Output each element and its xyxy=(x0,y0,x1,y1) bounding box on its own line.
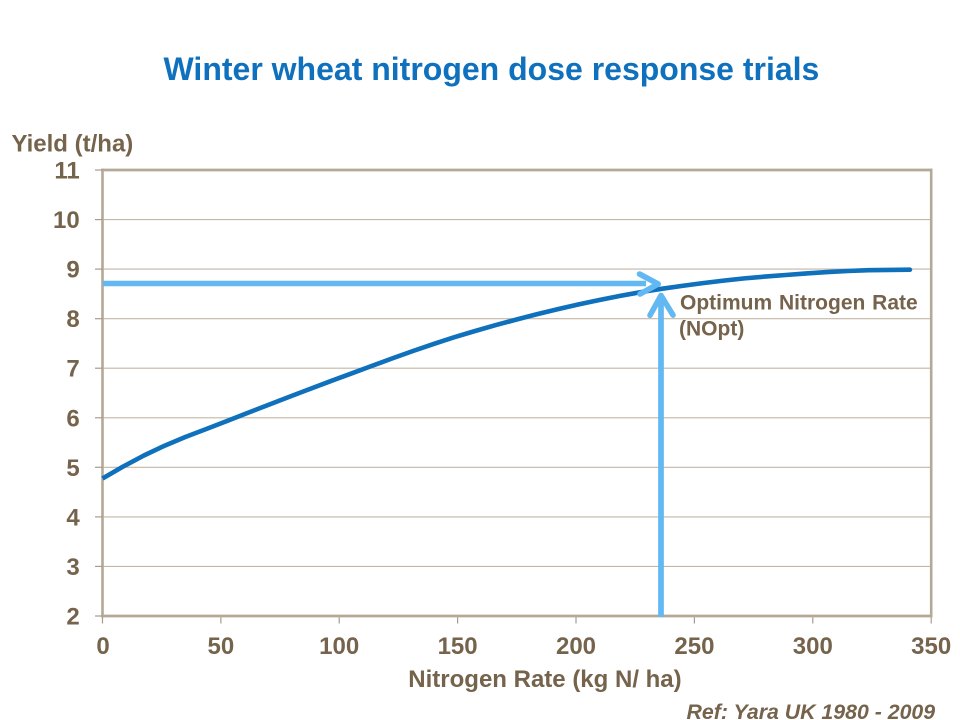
svg-text:10: 10 xyxy=(53,207,80,234)
svg-text:4: 4 xyxy=(66,504,80,531)
svg-text:300: 300 xyxy=(793,633,833,660)
svg-text:Optimum Nitrogen Rate: Optimum Nitrogen Rate xyxy=(680,292,918,315)
svg-text:Yield (t/ha): Yield (t/ha) xyxy=(12,130,134,157)
svg-text:100: 100 xyxy=(319,633,359,660)
svg-text:350: 350 xyxy=(911,633,951,660)
svg-text:Nitrogen Rate (kg N/ ha): Nitrogen Rate (kg N/ ha) xyxy=(408,666,681,693)
svg-text:6: 6 xyxy=(66,405,79,432)
svg-text:11: 11 xyxy=(54,158,79,185)
svg-text:250: 250 xyxy=(674,633,714,660)
svg-text:Winter wheat nitrogen dose res: Winter wheat nitrogen dose response tria… xyxy=(164,51,820,87)
svg-text:8: 8 xyxy=(66,306,79,333)
svg-text:150: 150 xyxy=(438,633,478,660)
svg-text:3: 3 xyxy=(66,554,79,581)
svg-text:200: 200 xyxy=(556,633,596,660)
svg-text:(NOpt): (NOpt) xyxy=(679,317,744,340)
svg-text:5: 5 xyxy=(66,455,79,482)
svg-text:9: 9 xyxy=(66,257,79,284)
svg-text:0: 0 xyxy=(96,633,109,660)
svg-text:7: 7 xyxy=(66,356,79,383)
svg-text:50: 50 xyxy=(208,633,235,660)
svg-text:2: 2 xyxy=(66,604,79,631)
svg-text:Ref: Yara UK 1980 - 2009: Ref: Yara UK 1980 - 2009 xyxy=(687,700,936,720)
